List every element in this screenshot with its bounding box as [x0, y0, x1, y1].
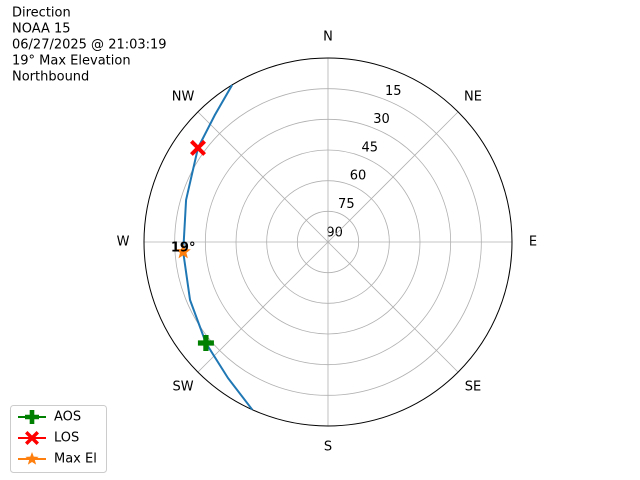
annotation: 19°: [171, 240, 196, 255]
r-tick-label: 60: [350, 169, 367, 184]
title-line: Direction: [12, 6, 71, 21]
theta-tick-label: NW: [172, 90, 195, 105]
grid-spoke: [327, 111, 459, 243]
title-line: 19° Max Elevation: [12, 54, 131, 69]
marker-x: [189, 139, 206, 156]
theta-tick-label: NE: [464, 90, 482, 105]
r-tick-label: 75: [338, 197, 355, 212]
legend: AOS LOS Max El: [10, 405, 107, 473]
r-tick-label: 90: [326, 225, 343, 240]
r-tick-label: 15: [385, 84, 402, 99]
theta-tick-label: W: [117, 235, 130, 250]
marker-plus: [197, 334, 214, 351]
theta-tick-label: S: [324, 440, 332, 455]
theta-tick-label: E: [529, 235, 537, 250]
legend-label: LOS: [54, 431, 79, 446]
title-line: NOAA 15: [12, 22, 71, 37]
outer-frame: [143, 57, 513, 427]
marker-star: [25, 452, 39, 465]
marker-x: [25, 431, 39, 445]
theta-tick-label: SE: [465, 379, 481, 394]
marker-plus: [25, 410, 39, 424]
legend-label: AOS: [54, 410, 81, 425]
r-tick-label: 30: [373, 112, 390, 127]
theta-tick-label: SW: [172, 379, 193, 394]
r-tick-label: 45: [362, 140, 379, 155]
marker-star: [175, 243, 191, 259]
legend-box: [10, 405, 107, 473]
grid-spoke: [197, 111, 329, 243]
legend-label: Max El: [54, 452, 97, 467]
grid-spoke: [197, 241, 329, 373]
title-line: 06/27/2025 @ 21:03:19: [12, 38, 167, 53]
title-line: Northbound: [12, 70, 89, 85]
theta-tick-label: N: [323, 30, 333, 45]
grid-spoke: [327, 241, 459, 373]
